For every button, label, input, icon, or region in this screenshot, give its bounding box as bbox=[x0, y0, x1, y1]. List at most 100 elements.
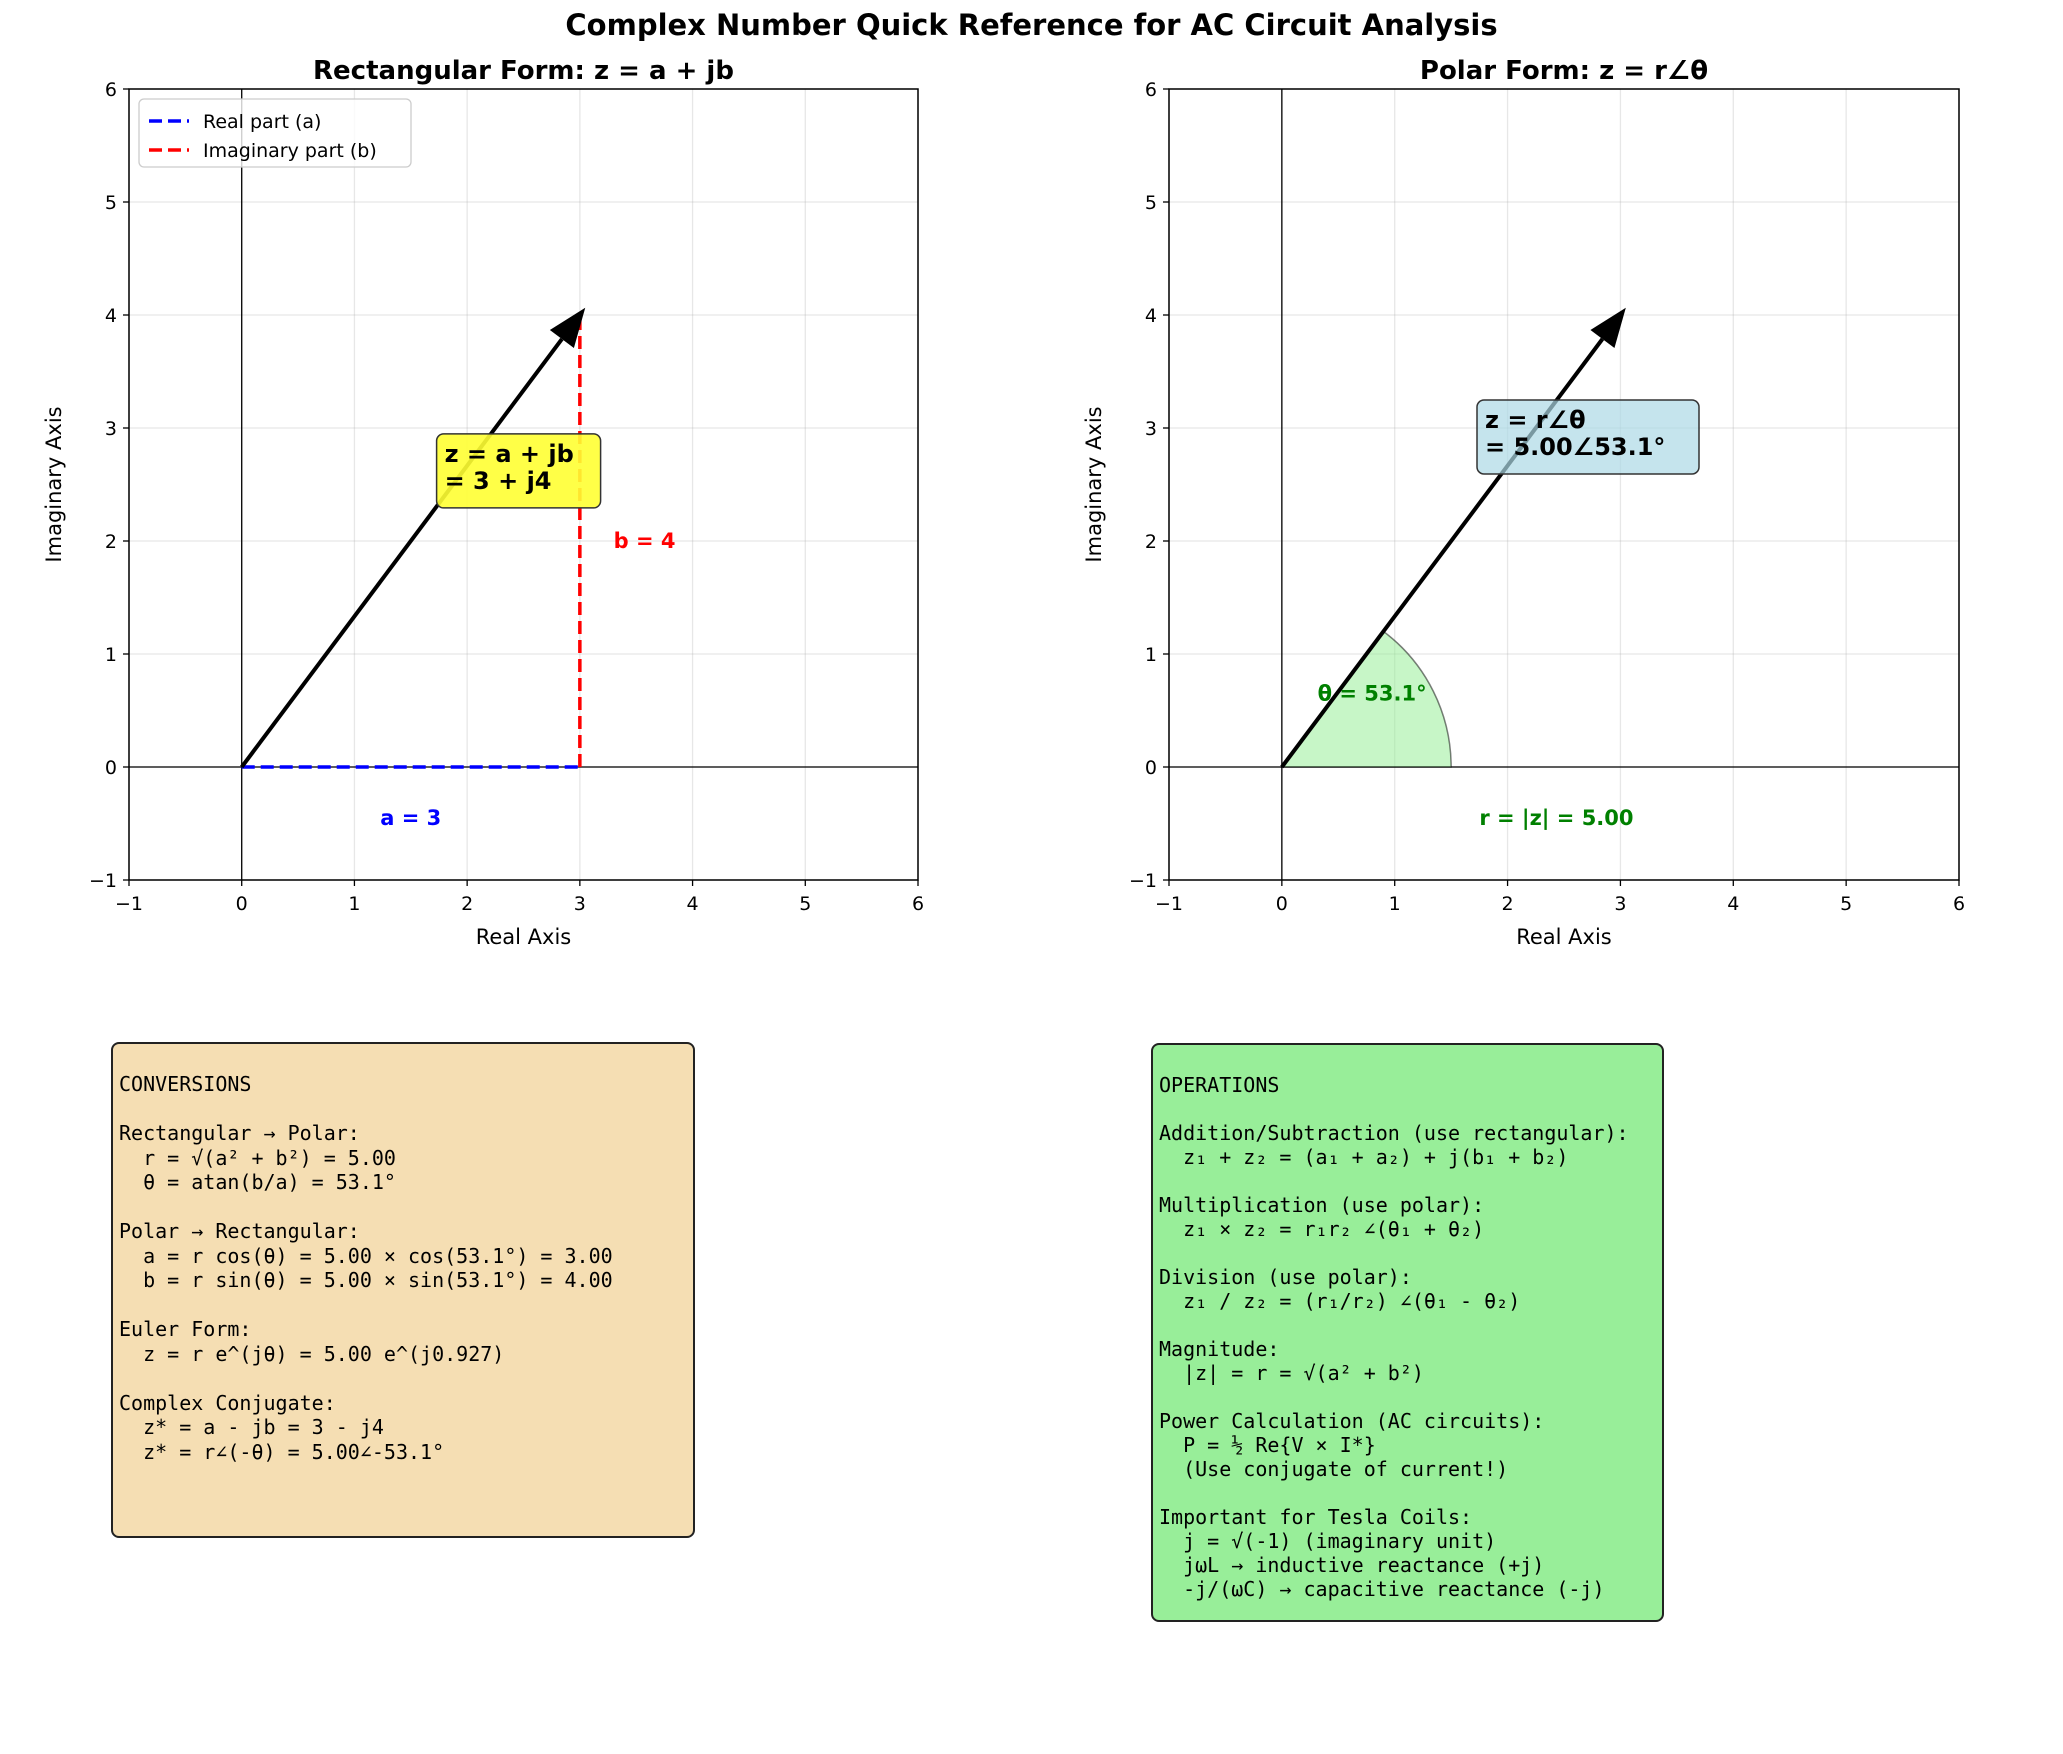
operations-line: Important for Tesla Coils: bbox=[1159, 1505, 1473, 1529]
x-axis-label: Real Axis bbox=[476, 925, 572, 949]
conversions-line: Euler Form: bbox=[119, 1317, 252, 1341]
legend-box bbox=[138, 98, 412, 168]
annotation-box bbox=[1476, 399, 1700, 475]
operations-line: z₁ / z₂ = (r₁/r₂) ∠(θ₁ - θ₂) bbox=[1159, 1289, 1521, 1313]
x-tick-label: 6 bbox=[912, 893, 924, 915]
operations-line: Multiplication (use polar): bbox=[1159, 1193, 1485, 1217]
operations-line: |z| = r = √(a² + b²) bbox=[1159, 1361, 1424, 1385]
y-tick-label: 6 bbox=[105, 79, 117, 101]
operations-box: OPERATIONS Addition/Subtraction (use rect… bbox=[1151, 1043, 1664, 1622]
conversions-line: z = r e^(jθ) = 5.00 e^(j0.927) bbox=[119, 1341, 505, 1366]
operations-line bbox=[1159, 1481, 1656, 1505]
annotation-label: r = |z| = 5.00 bbox=[1479, 806, 1633, 831]
x-tick-label: 0 bbox=[236, 893, 248, 915]
legend-label: Imaginary part (b) bbox=[203, 140, 377, 162]
annotation-box-text: = 3 + j4 bbox=[445, 467, 552, 495]
y-axis-label: Imaginary Axis bbox=[1082, 406, 1106, 562]
y-tick-label: 3 bbox=[1145, 418, 1157, 440]
y-axis-label: Imaginary Axis bbox=[42, 406, 66, 562]
x-tick-label: 4 bbox=[687, 893, 699, 915]
x-tick-label: 6 bbox=[1953, 893, 1965, 915]
x-tick-label: −1 bbox=[1155, 893, 1183, 915]
subplot-title: Rectangular Form: z = a + jb bbox=[313, 56, 734, 86]
y-tick-label: 4 bbox=[1145, 305, 1157, 327]
conversions-line: Polar → Rectangular: bbox=[119, 1219, 360, 1243]
x-tick-label: 3 bbox=[574, 893, 586, 915]
x-tick-label: 1 bbox=[348, 893, 360, 915]
axes-frame bbox=[1168, 88, 1960, 881]
annotation-box-text: z = a + jb bbox=[445, 440, 574, 468]
legend-label: Real part (a) bbox=[203, 111, 321, 133]
conversions-line: b = r sin(θ) = 5.00 × sin(53.1°) = 4.00 bbox=[119, 1268, 613, 1292]
vector-arrowhead bbox=[549, 307, 586, 349]
figure-title: Complex Number Quick Reference for AC Ci… bbox=[565, 8, 1498, 42]
x-tick-label: 5 bbox=[1840, 893, 1852, 915]
annotation-label: a = 3 bbox=[380, 806, 441, 830]
operations-line bbox=[1159, 1169, 1656, 1193]
operations-line: P = ½ Re{V × I*} bbox=[1159, 1433, 1376, 1457]
conversions-line: a = r cos(θ) = 5.00 × cos(53.1°) = 3.00 bbox=[119, 1243, 613, 1268]
operations-line bbox=[1159, 1097, 1656, 1121]
x-tick-label: 3 bbox=[1614, 893, 1626, 915]
operations-line: j = √(-1) (imaginary unit) bbox=[1159, 1529, 1497, 1553]
subplot-title: Polar Form: z = r∠θ bbox=[1420, 56, 1708, 86]
annotation-label: θ = 53.1° bbox=[1318, 682, 1427, 706]
conversions-line bbox=[119, 1366, 687, 1391]
y-tick-label: 3 bbox=[105, 418, 117, 440]
y-tick-label: −1 bbox=[1129, 870, 1157, 892]
operations-line: jωL → inductive reactance (+j) bbox=[1159, 1553, 1545, 1577]
operations-line: Division (use polar): bbox=[1159, 1265, 1412, 1289]
operations-line: Addition/Subtraction (use rectangular): bbox=[1159, 1121, 1629, 1145]
y-tick-label: 0 bbox=[1145, 757, 1157, 779]
operations-line: OPERATIONS bbox=[1159, 1073, 1280, 1097]
conversions-line bbox=[119, 1097, 687, 1122]
operations-line: z₁ × z₂ = r₁r₂ ∠(θ₁ + θ₂) bbox=[1159, 1217, 1485, 1241]
conversions-line: Complex Conjugate: bbox=[119, 1390, 336, 1415]
y-tick-label: 0 bbox=[105, 757, 117, 779]
annotation-box bbox=[435, 433, 602, 509]
y-tick-label: 2 bbox=[1145, 531, 1157, 553]
operations-line bbox=[1159, 1241, 1656, 1265]
conversions-line: z* = a - jb = 3 - j4 bbox=[119, 1415, 384, 1439]
annotation-box-text: z = r∠θ bbox=[1485, 406, 1586, 434]
operations-line bbox=[1159, 1385, 1656, 1409]
conversions-line: θ = atan(b/a) = 53.1° bbox=[119, 1170, 396, 1194]
conversions-line bbox=[119, 1293, 687, 1318]
y-tick-label: 5 bbox=[105, 192, 117, 214]
vector-shaft bbox=[240, 337, 564, 769]
subplot-1: −1 0 1 2 3 4 5 6 −1 0 1 2 3 4 5 6 a = 3 b = 4 z = a + jb= … bbox=[42, 56, 924, 949]
y-tick-label: 2 bbox=[105, 531, 117, 553]
angle-wedge bbox=[1280, 630, 1452, 768]
operations-line: -j/(ωC) → capacitive reactance (-j) bbox=[1159, 1577, 1605, 1601]
x-axis-label: Real Axis bbox=[1516, 925, 1612, 949]
conversions-line: z* = r∠(-θ) = 5.00∠-53.1° bbox=[119, 1439, 445, 1464]
x-tick-label: 4 bbox=[1727, 893, 1739, 915]
operations-line: Magnitude: bbox=[1159, 1337, 1280, 1361]
subplot-2: −1 0 1 2 3 4 5 6 −1 0 1 2 3 4 5 6 θ = 53.1° r = |z| = 5.0… bbox=[1082, 56, 1965, 949]
y-tick-label: 1 bbox=[105, 644, 117, 666]
operations-line: Power Calculation (AC circuits): bbox=[1159, 1409, 1545, 1433]
operations-line: (Use conjugate of current!) bbox=[1159, 1457, 1509, 1481]
x-tick-label: 2 bbox=[461, 893, 473, 915]
annotation-box-text: = 5.00∠53.1° bbox=[1485, 433, 1665, 461]
conversions-line: CONVERSIONS bbox=[119, 1072, 252, 1096]
vector-arrowhead bbox=[1590, 307, 1626, 349]
conversions-box: CONVERSIONS Rectangular → Polar: r = √(a²… bbox=[111, 1042, 695, 1538]
x-tick-label: 0 bbox=[1276, 893, 1288, 915]
x-tick-label: 5 bbox=[799, 893, 811, 915]
annotation-label: b = 4 bbox=[614, 529, 676, 553]
x-tick-label: −1 bbox=[115, 893, 143, 915]
conversions-line bbox=[119, 1195, 687, 1220]
y-tick-label: 5 bbox=[1145, 192, 1157, 214]
x-tick-label: 2 bbox=[1502, 893, 1514, 915]
y-tick-label: 4 bbox=[105, 305, 117, 327]
x-tick-label: 1 bbox=[1389, 893, 1401, 915]
operations-line: z₁ + z₂ = (a₁ + a₂) + j(b₁ + b₂) bbox=[1159, 1145, 1569, 1169]
conversions-line: Rectangular → Polar: bbox=[119, 1121, 360, 1145]
y-tick-label: 6 bbox=[1145, 79, 1157, 101]
y-tick-label: −1 bbox=[89, 870, 117, 892]
y-tick-label: 1 bbox=[1145, 644, 1157, 666]
operations-line bbox=[1159, 1313, 1656, 1337]
conversions-line: r = √(a² + b²) = 5.00 bbox=[119, 1145, 396, 1170]
